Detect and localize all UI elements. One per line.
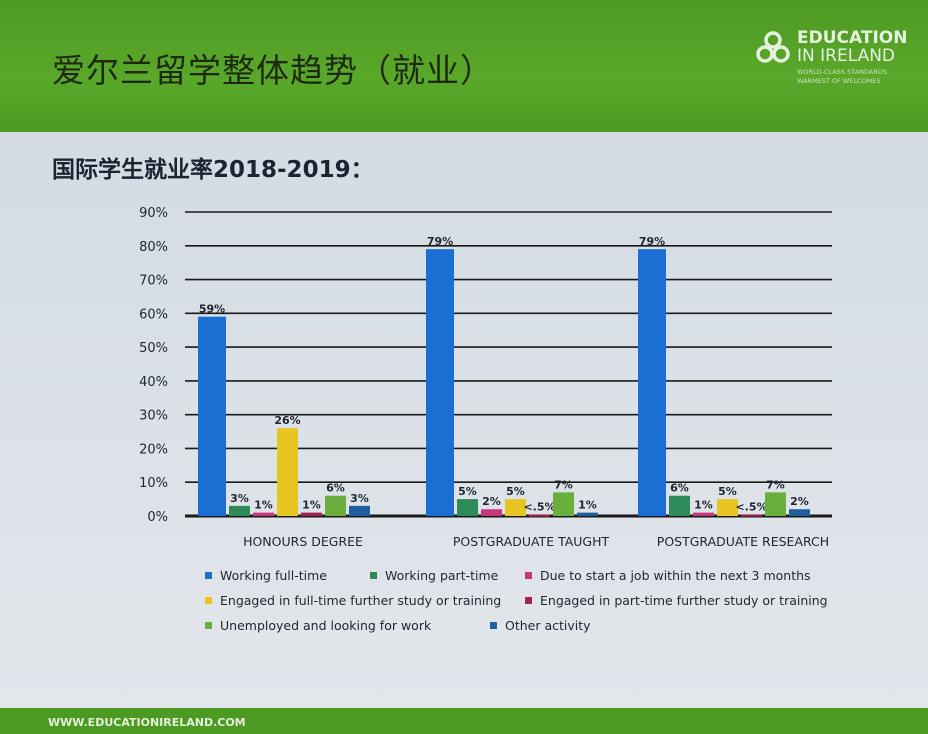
logo-line-1: EDUCATION xyxy=(797,28,908,48)
bar xyxy=(693,512,714,516)
bar xyxy=(301,512,322,516)
bar xyxy=(741,514,762,517)
bar xyxy=(277,428,298,516)
data-label: 1% xyxy=(254,499,273,512)
data-label: 1% xyxy=(694,499,713,512)
bar xyxy=(789,509,810,516)
data-label: <.5% xyxy=(735,501,767,514)
y-tick-label: 30% xyxy=(139,409,168,424)
y-tick-label: 10% xyxy=(139,476,168,491)
legend-item: Engaged in part-time further study or tr… xyxy=(525,593,828,608)
legend-item: Unemployed and looking for work xyxy=(205,618,431,633)
data-label: 6% xyxy=(670,482,689,495)
legend-item: Working full-time xyxy=(205,568,327,583)
slide-footer: WWW.EDUCATIONIRELAND.COM xyxy=(0,708,928,734)
bar xyxy=(253,512,274,516)
bar xyxy=(577,512,598,516)
trefoil-logo-icon xyxy=(756,31,790,63)
bar xyxy=(505,499,526,516)
legend-swatch xyxy=(205,622,212,629)
data-label: 7% xyxy=(766,478,785,491)
data-label: 26% xyxy=(274,414,300,427)
bar xyxy=(717,499,738,516)
bar xyxy=(638,249,666,516)
legend-item: Other activity xyxy=(490,618,591,633)
data-label: 2% xyxy=(482,495,501,508)
legend-label: Engaged in full-time further study or tr… xyxy=(220,593,502,608)
bar xyxy=(229,505,250,516)
bar xyxy=(669,495,690,516)
data-label: <.5% xyxy=(523,501,555,514)
data-label: 1% xyxy=(302,499,321,512)
data-label: 3% xyxy=(350,492,369,505)
slide-body xyxy=(0,132,928,710)
data-label: 79% xyxy=(639,235,665,248)
legend-label: Engaged in part-time further study or tr… xyxy=(540,593,828,608)
legend-label: Working full-time xyxy=(220,568,327,583)
y-tick-label: 80% xyxy=(139,240,168,255)
data-label: 5% xyxy=(718,485,737,498)
bar xyxy=(765,492,786,516)
legend-swatch xyxy=(490,622,497,629)
data-label: 1% xyxy=(578,499,597,512)
logo-slogan-1: WORLD-CLASS STANDARDS xyxy=(797,68,887,76)
x-category-label: POSTGRADUATE TAUGHT xyxy=(453,534,610,549)
legend-item: Working part-time xyxy=(370,568,498,583)
data-label: 3% xyxy=(230,492,249,505)
bar xyxy=(457,499,478,516)
bar xyxy=(529,514,550,517)
bar xyxy=(481,509,502,516)
logo-line-2: IN IRELAND xyxy=(797,46,895,66)
bar xyxy=(349,505,370,516)
bar xyxy=(325,495,346,516)
legend-label: Other activity xyxy=(505,618,591,633)
x-category-label: POSTGRADUATE RESEARCH xyxy=(657,534,829,549)
y-tick-label: 60% xyxy=(139,307,168,322)
slide-title: 爱尔兰留学整体趋势（就业） xyxy=(52,51,494,90)
legend-swatch xyxy=(205,572,212,579)
data-label: 79% xyxy=(427,235,453,248)
footer-url: WWW.EDUCATIONIRELAND.COM xyxy=(48,716,246,729)
y-tick-label: 20% xyxy=(139,442,168,457)
legend-label: Due to start a job within the next 3 mon… xyxy=(540,568,811,583)
chart-title: 国际学生就业率2018-2019： xyxy=(52,157,374,183)
legend-swatch xyxy=(370,572,377,579)
legend-item: Engaged in full-time further study or tr… xyxy=(205,593,501,608)
y-tick-label: 0% xyxy=(147,510,168,525)
data-label: 7% xyxy=(554,478,573,491)
slide-header: 爱尔兰留学整体趋势（就业） EDUCATION IN IRELAND WORLD… xyxy=(0,0,928,132)
data-label: 5% xyxy=(506,485,525,498)
legend-label: Working part-time xyxy=(385,568,499,583)
bar xyxy=(198,316,226,516)
data-label: 59% xyxy=(199,303,225,316)
bar xyxy=(553,492,574,516)
y-tick-label: 70% xyxy=(139,274,168,289)
y-tick-label: 40% xyxy=(139,375,168,390)
y-tick-label: 90% xyxy=(139,206,168,221)
y-tick-label: 50% xyxy=(139,341,168,356)
data-label: 2% xyxy=(790,495,809,508)
legend-swatch xyxy=(525,572,532,579)
legend-item: Due to start a job within the next 3 mon… xyxy=(525,568,811,583)
legend-swatch xyxy=(205,597,212,604)
legend-swatch xyxy=(525,597,532,604)
data-label: 5% xyxy=(458,485,477,498)
legend-label: Unemployed and looking for work xyxy=(220,618,432,633)
bar xyxy=(426,249,454,516)
logo-slogan-2: WARMEST OF WELCOMES xyxy=(797,77,881,85)
data-label: 6% xyxy=(326,482,345,495)
x-category-label: HONOURS DEGREE xyxy=(243,534,363,549)
